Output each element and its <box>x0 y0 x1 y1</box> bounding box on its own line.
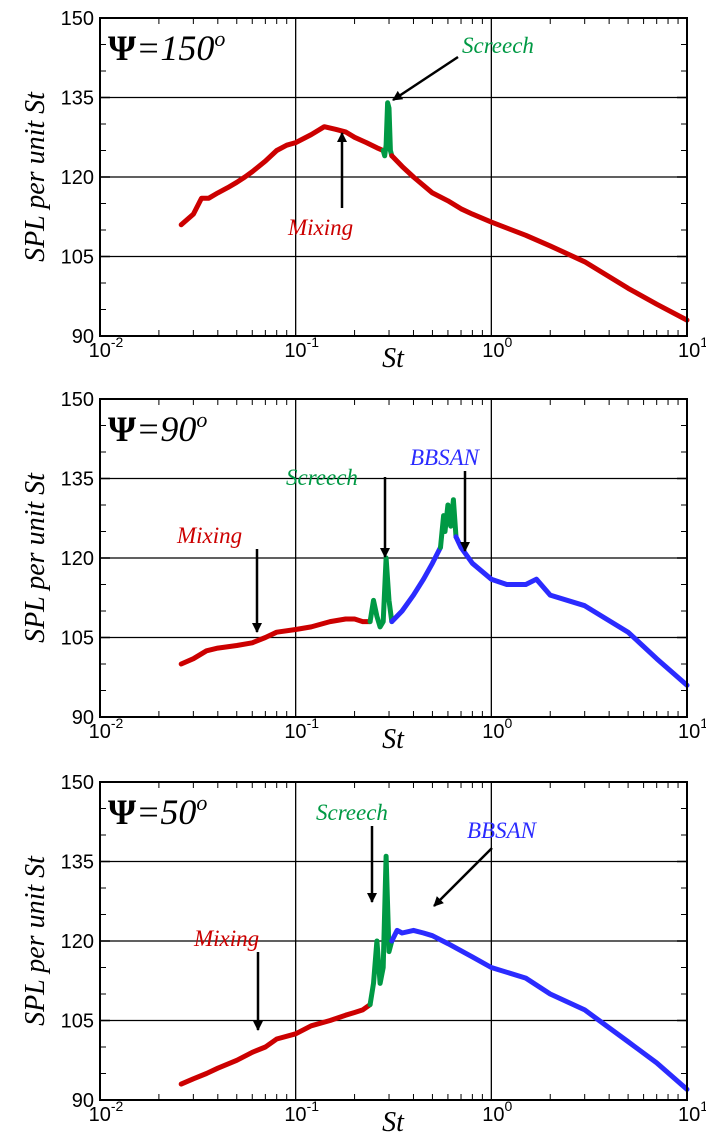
annotation-mixing: Mixing <box>176 523 242 548</box>
panel-label-symbol: Ψ <box>108 792 136 832</box>
series-line-screech <box>367 555 395 630</box>
series-line-mixing <box>178 616 373 667</box>
panel-label-sup: o <box>196 790 207 815</box>
annotation-mixing: Mixing <box>287 215 353 240</box>
x-tick-label: 10-2 <box>89 715 124 743</box>
panel-label-sup: o <box>214 26 225 51</box>
annotation-mixing: Mixing <box>193 926 259 951</box>
x-tick-label: 10-2 <box>89 1098 124 1126</box>
annotation-screech: Screech <box>286 465 358 490</box>
annotation-screech: Screech <box>316 800 388 825</box>
series-line-mixing <box>389 153 690 323</box>
y-tick-label: 135 <box>61 88 94 110</box>
panel-2: 90 105 120 135 150 10-2 10-1 100 101 SPL per uni… <box>20 389 706 755</box>
annotation-bbsan: BBSAN <box>410 445 481 470</box>
y-tick-label: 90 <box>72 326 94 348</box>
series-line-bbsan <box>389 927 690 1092</box>
series-line-screech <box>380 100 395 159</box>
x-axis-title: St <box>382 1107 405 1138</box>
annotation-screech: Screech <box>462 33 534 58</box>
series-line-mixing <box>178 1002 373 1087</box>
series-line-bbsan <box>453 534 690 688</box>
y-tick-label: 120 <box>61 167 94 189</box>
y-axis-title: SPL per unit St <box>20 472 51 643</box>
y-tick-label: 150 <box>61 389 94 411</box>
panel-label-sup: o <box>196 407 207 432</box>
series-line-screech <box>438 497 459 550</box>
panel-label-symbol: Ψ <box>108 28 136 68</box>
x-tick-label: 101 <box>678 334 706 362</box>
series-line-screech <box>367 853 395 1008</box>
x-tick-label: 100 <box>482 715 512 743</box>
annotation-bbsan: BBSAN <box>467 818 538 843</box>
x-tick-label: 100 <box>482 334 512 362</box>
panel-label-value: =50 <box>136 792 196 832</box>
x-tick-label: 10-1 <box>284 334 319 362</box>
panel-label: Ψ=150o <box>108 26 225 68</box>
x-axis-title: St <box>382 724 405 755</box>
panel-label: Ψ=50o <box>108 790 207 832</box>
arrow-bbsan <box>433 847 493 907</box>
y-tick-label: 120 <box>61 548 94 570</box>
panel-1: 90 105 120 135 150 10-2 10-1 100 101 SPL per uni… <box>20 8 706 374</box>
arrow-screech <box>392 55 459 102</box>
x-tick-label: 101 <box>678 1098 706 1126</box>
y-tick-label: 105 <box>61 247 94 269</box>
y-tick-label: 90 <box>72 707 94 729</box>
y-tick-label: 135 <box>61 469 94 491</box>
x-tick-label: 100 <box>482 1098 512 1126</box>
y-tick-label: 120 <box>61 931 94 953</box>
panel-3: 90 105 120 135 150 10-2 10-1 100 101 SPL per uni… <box>20 772 706 1138</box>
x-tick-label: 101 <box>678 715 706 743</box>
y-tick-label: 105 <box>61 1011 94 1033</box>
panel-label-symbol: Ψ <box>108 409 136 449</box>
x-tick-label: 10-2 <box>89 334 124 362</box>
series-line-mixing <box>178 124 386 228</box>
y-tick-label: 90 <box>72 1090 94 1112</box>
y-tick-label: 150 <box>61 8 94 30</box>
panel-label-value: =150 <box>136 28 214 68</box>
y-axis-title: SPL per unit St <box>20 855 51 1026</box>
y-tick-label: 105 <box>61 628 94 650</box>
x-tick-label: 10-1 <box>284 715 319 743</box>
panel-label-value: =90 <box>136 409 196 449</box>
x-axis-title: St <box>382 343 405 374</box>
y-axis-title: SPL per unit St <box>20 91 51 262</box>
series-line-bbsan <box>389 544 443 625</box>
y-tick-label: 150 <box>61 772 94 794</box>
panel-label: Ψ=90o <box>108 407 207 449</box>
y-tick-label: 135 <box>61 852 94 874</box>
x-tick-label: 10-1 <box>284 1098 319 1126</box>
